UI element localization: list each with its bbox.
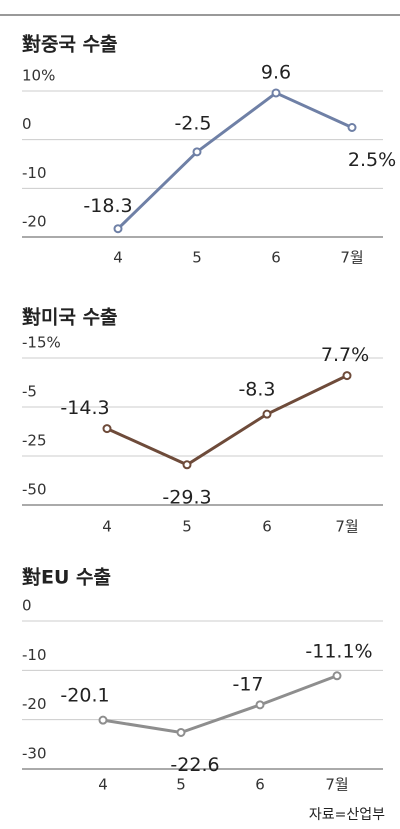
x-tick-label: 6 (271, 249, 281, 267)
x-tick-label: 6 (262, 518, 272, 536)
y-tick-label: -20 (22, 213, 47, 231)
y-tick-label: -10 (22, 164, 47, 182)
x-tick-label: 4 (98, 776, 108, 794)
data-label: -22.6 (170, 754, 219, 776)
data-label: -20.1 (60, 685, 109, 707)
x-tick-label: 4 (113, 249, 123, 267)
point (176, 727, 186, 737)
chart-title: 對중국 수출 (22, 34, 118, 56)
data-label: 2.5% (348, 149, 396, 171)
point (113, 224, 123, 234)
data-label: -17 (232, 673, 263, 695)
x-tick-label: 6 (255, 776, 265, 794)
y-tick-label: -50 (22, 481, 47, 499)
y-tick-label: 0 (22, 597, 32, 615)
data-label: 9.6 (261, 61, 291, 83)
series-line (106, 374, 348, 467)
source: 자료=산업부 (309, 807, 385, 823)
y-tick-label: -30 (22, 745, 47, 763)
point (342, 371, 352, 381)
data-label: -18.3 (83, 195, 132, 217)
point (262, 409, 272, 419)
x-tick-label: 7월 (325, 776, 348, 794)
data-label: 7.7% (321, 344, 369, 366)
point (271, 88, 281, 98)
y-tick-label: 10% (22, 67, 55, 85)
point (182, 460, 192, 470)
x-tick-label: 5 (192, 249, 202, 267)
x-tick-label: 5 (176, 776, 186, 794)
y-tick-label: -20 (22, 695, 47, 713)
y-tick-label: -25 (22, 432, 47, 450)
chart-title: 對EU 수출 (22, 567, 111, 589)
point (347, 123, 357, 132)
y-tick-label: 0 (22, 115, 32, 133)
x-tick-label: 7월 (340, 249, 363, 267)
x-tick-label: 4 (102, 518, 112, 536)
data-label: -29.3 (162, 486, 211, 508)
series-line (102, 674, 338, 735)
data-label: -11.1% (305, 640, 372, 662)
point (255, 700, 265, 710)
point (192, 147, 202, 157)
data-label: -14.3 (60, 397, 109, 419)
chart-title: 對미국 수출 (22, 307, 118, 329)
point (332, 671, 342, 681)
point (102, 424, 112, 434)
point (98, 715, 108, 725)
series-line (116, 91, 353, 230)
y-tick-label: -5 (22, 383, 37, 401)
x-tick-label: 5 (182, 518, 192, 536)
y-tick-label: -10 (22, 646, 47, 664)
data-label: -2.5 (174, 112, 211, 134)
y-tick-label: -15% (22, 334, 61, 352)
data-label: -8.3 (238, 379, 275, 401)
x-tick-label: 7월 (335, 518, 358, 536)
